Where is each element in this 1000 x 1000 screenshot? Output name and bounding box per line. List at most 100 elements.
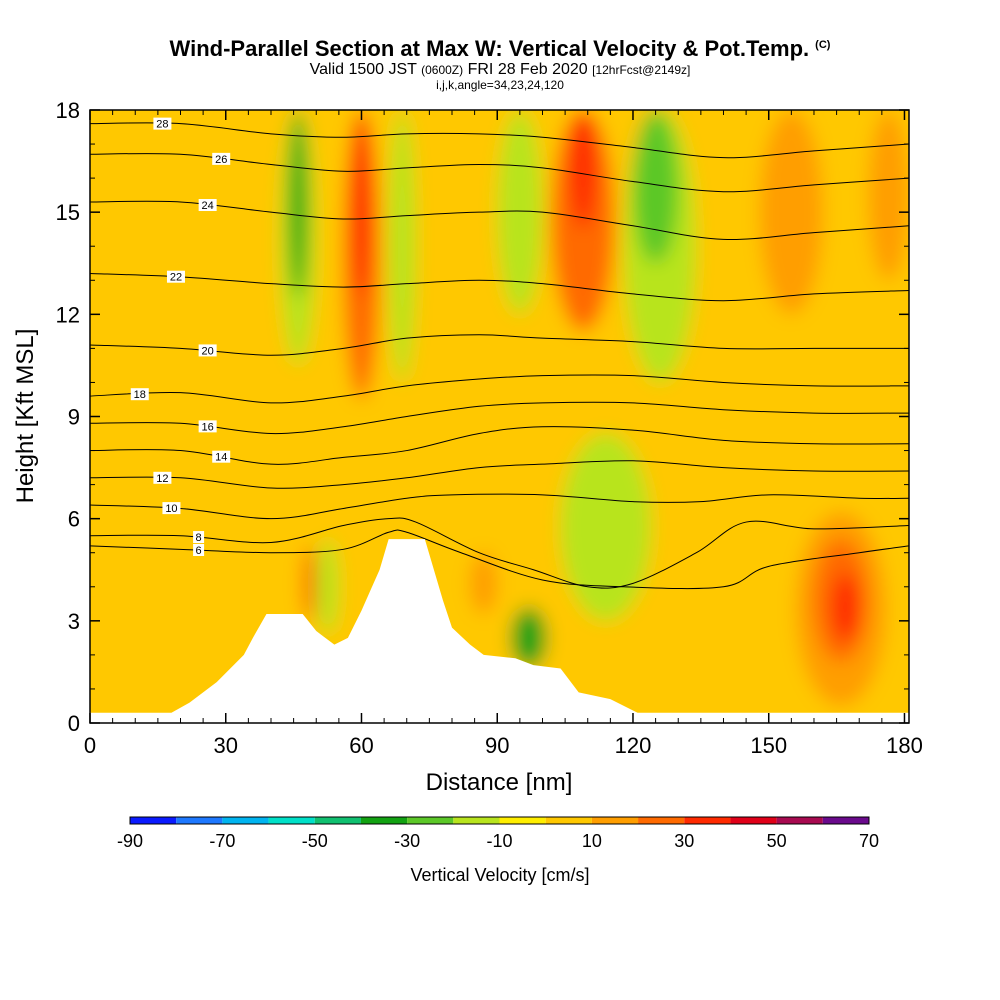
contour-label-box <box>153 117 172 130</box>
contour-label-box <box>198 199 217 212</box>
w-field-cell <box>510 607 548 669</box>
colorbar-frame <box>129 816 870 825</box>
theta-contours <box>90 122 909 590</box>
colorbar-swatch <box>684 817 731 824</box>
contour-label: 24 <box>202 200 214 212</box>
x-tick-label: 90 <box>485 733 509 758</box>
theta-contour-line <box>90 460 909 489</box>
colorbar-swatch <box>407 817 454 824</box>
colorbar-tick-label: -30 <box>394 831 420 851</box>
contour-label: 12 <box>156 473 168 485</box>
w-field-cell <box>352 110 371 298</box>
colorbar-swatch <box>545 817 592 824</box>
w-field-cell <box>868 110 909 281</box>
theta-contour-line <box>90 426 909 465</box>
w-field-cell <box>388 110 416 383</box>
theta-contour-line <box>90 529 909 590</box>
colorbar-swatch <box>222 817 269 824</box>
y-tick-label: 0 <box>68 711 80 736</box>
y-tick-label: 15 <box>56 200 80 225</box>
y-tick-label: 9 <box>68 405 80 430</box>
w-field-cell <box>103 600 190 706</box>
x-tick-label: 120 <box>615 733 652 758</box>
x-tick-label: 180 <box>886 733 923 758</box>
w-field-cell <box>632 110 679 264</box>
w-field-cell <box>705 501 769 706</box>
theta-contour-line <box>90 272 909 302</box>
y-axis-label: Height [Kft MSL] <box>12 329 39 504</box>
contour-label: 14 <box>215 452 227 464</box>
colorbar-tick-label: 70 <box>859 831 879 851</box>
colorbar: -90 -70 -50 -30 -10 10 30 50 70 <box>117 816 879 851</box>
contour-label-box <box>166 270 185 283</box>
theta-contour-line <box>90 517 909 589</box>
colorbar-swatch <box>453 817 500 824</box>
colorbar-tick-label: 10 <box>582 831 602 851</box>
contour-label-box <box>162 502 181 515</box>
x-axis-label: Distance [nm] <box>426 769 573 796</box>
contour-label: 22 <box>170 272 182 284</box>
w-field-cell <box>316 539 339 635</box>
colorbar-swatch <box>591 817 639 824</box>
w-field-cell <box>90 110 226 434</box>
valid-time: Valid 1500 JST <box>309 61 417 78</box>
colorbar-swatch <box>314 817 361 824</box>
theta-contour-line <box>90 153 909 193</box>
theta-contour-line <box>90 200 909 241</box>
forecast-info: [12hrFcst@2149z] <box>592 63 691 77</box>
theta-contour-line <box>90 334 909 356</box>
w-field-cell <box>560 433 652 621</box>
contour-label: 6 <box>196 545 202 557</box>
axes: 0 30 60 90 120 150 180 0 3 6 9 12 15 18 <box>56 98 923 758</box>
terrain-mask <box>90 539 909 723</box>
colorbar-swatch <box>130 817 177 824</box>
x-tick-label: 0 <box>84 733 96 758</box>
utc-time: (0600Z) <box>421 63 464 77</box>
colorbar-swatch <box>730 817 777 824</box>
plot-area: 68 10 12 14 16 18 20 22 24 26 28 <box>90 110 909 723</box>
colorbar-swatch <box>822 817 869 824</box>
chart-title-text: Wind-Parallel Section at Max W: Vertical… <box>169 36 810 61</box>
contour-label-box <box>212 450 231 463</box>
theta-contour-line <box>90 401 909 435</box>
contour-label: 18 <box>134 389 146 401</box>
contour-label-box <box>212 152 231 165</box>
y-tick-label: 12 <box>56 302 80 327</box>
colorbar-swatch <box>499 817 546 824</box>
contour-label-box <box>198 420 217 433</box>
colorbar-swatch <box>360 817 408 824</box>
w-field-cell <box>497 110 543 315</box>
colorbar-title: Vertical Velocity [cm/s] <box>410 865 589 885</box>
contour-label-box <box>198 344 217 357</box>
colorbar-swatch <box>176 817 223 824</box>
contour-label-box <box>193 543 205 556</box>
valid-date: FRI 28 Feb 2020 <box>467 61 588 78</box>
x-tick-label: 150 <box>750 733 787 758</box>
y-tick-label: 18 <box>56 98 80 123</box>
colorbar-swatch <box>776 817 823 824</box>
section-meta: i,j,k,angle=34,23,24,120 <box>436 78 564 92</box>
w-field-cell <box>302 545 317 621</box>
y-tick-label: 6 <box>68 507 80 532</box>
w-field-cell <box>470 552 498 615</box>
chart-title-tag: (C) <box>815 38 831 51</box>
colorbar-tick-label: -70 <box>209 831 235 851</box>
colorbar-tick-label: 50 <box>767 831 787 851</box>
w-field-cell <box>569 110 597 230</box>
colorbar-tick-label: 30 <box>674 831 694 851</box>
theta-contour-line <box>90 374 909 404</box>
contour-label: 26 <box>215 154 227 166</box>
x-tick-label: 30 <box>214 733 238 758</box>
contour-label: 20 <box>202 345 214 357</box>
contour-label: 28 <box>156 119 168 131</box>
contour-label: 16 <box>202 421 214 433</box>
contour-label: 10 <box>165 503 177 515</box>
colorbar-tick-label: -50 <box>302 831 328 851</box>
colorbar-swatch <box>638 817 685 824</box>
colorbar-tick-label: -10 <box>486 831 512 851</box>
x-tick-label: 60 <box>349 733 373 758</box>
colorbar-swatch <box>268 817 315 824</box>
chart-title: Wind-Parallel Section at Max W: Vertical… <box>0 36 1000 62</box>
theta-contour-line <box>90 493 909 520</box>
